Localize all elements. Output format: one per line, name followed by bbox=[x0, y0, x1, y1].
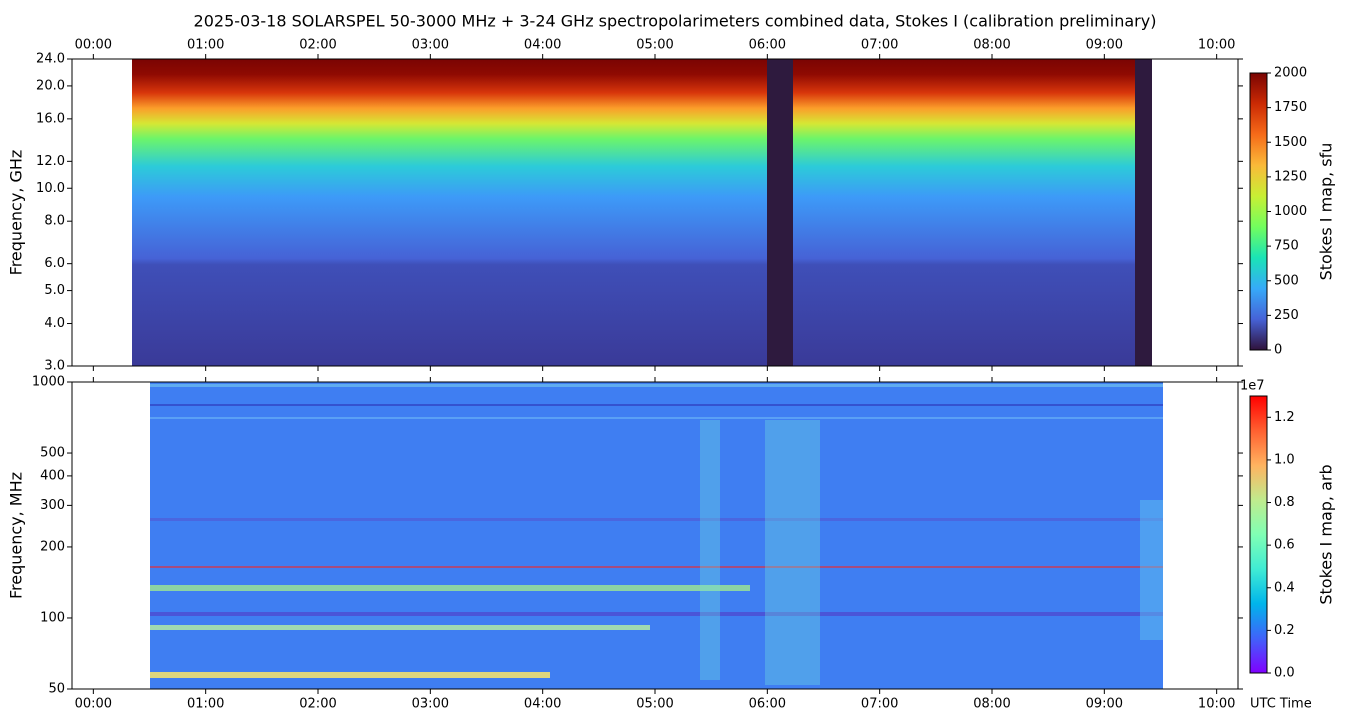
y-tick-label: 10.0 bbox=[36, 181, 65, 196]
y-tick-label: 200 bbox=[40, 539, 65, 554]
y-axis-label: Frequency, MHz bbox=[7, 472, 26, 599]
colorbar-offset: 1e7 bbox=[1240, 379, 1265, 394]
colorbar-tick-label: 0 bbox=[1274, 343, 1282, 358]
y-tick-label: 50 bbox=[48, 682, 65, 697]
y-tick-label: 500 bbox=[40, 446, 65, 461]
y-tick-label: 16.0 bbox=[36, 111, 65, 126]
y-tick-label: 1000 bbox=[32, 375, 65, 390]
x-tick-label: 01:00 bbox=[187, 697, 224, 712]
colorbar-tick-label: 1250 bbox=[1274, 169, 1307, 184]
colorbar bbox=[1249, 395, 1268, 674]
x-tick-label: 02:00 bbox=[299, 697, 336, 712]
spectrogram-image bbox=[150, 382, 1163, 689]
colorbar-tick-label: 750 bbox=[1274, 239, 1299, 254]
y-axis-label: Frequency, GHz bbox=[7, 150, 26, 276]
x-tick-label: 08:00 bbox=[973, 697, 1010, 712]
colorbar-tick-label: 1500 bbox=[1274, 135, 1307, 150]
x-tick-label: 04:00 bbox=[524, 38, 561, 53]
x-tick-label: 06:00 bbox=[749, 38, 786, 53]
x-tick-label: 08:00 bbox=[973, 38, 1010, 53]
spectrogram-image bbox=[132, 59, 1152, 366]
y-tick-label: 20.0 bbox=[36, 78, 65, 93]
x-tick-label: 03:00 bbox=[412, 38, 449, 53]
x-tick-label: 10:00 bbox=[1198, 38, 1235, 53]
colorbar-tick-label: 1.2 bbox=[1274, 410, 1295, 425]
y-tick-label: 8.0 bbox=[44, 214, 65, 229]
colorbar-tick-label: 2000 bbox=[1274, 66, 1307, 81]
y-tick-label: 400 bbox=[40, 468, 65, 483]
y-tick-label: 4.0 bbox=[44, 316, 65, 331]
x-tick-label: 02:00 bbox=[299, 38, 336, 53]
x-tick-label: 09:00 bbox=[1086, 697, 1123, 712]
x-tick-label: 09:00 bbox=[1086, 38, 1123, 53]
y-tick-label: 300 bbox=[40, 498, 65, 513]
colorbar-tick-label: 500 bbox=[1274, 273, 1299, 288]
y-tick-label: 24.0 bbox=[36, 52, 65, 67]
colorbar-tick-label: 0.6 bbox=[1274, 538, 1295, 553]
colorbar-tick-label: 250 bbox=[1274, 308, 1299, 323]
y-tick-label: 12.0 bbox=[36, 154, 65, 169]
colorbar-label: Stokes I map, arb bbox=[1317, 464, 1336, 604]
x-tick-label: 06:00 bbox=[749, 697, 786, 712]
x-tick-label: 00:00 bbox=[75, 38, 112, 53]
x-tick-label: 05:00 bbox=[636, 697, 673, 712]
x-axis-label: UTC Time bbox=[1250, 697, 1312, 712]
x-tick-label: 10:00 bbox=[1198, 697, 1235, 712]
y-tick-label: 5.0 bbox=[44, 283, 65, 298]
x-tick-label: 01:00 bbox=[187, 38, 224, 53]
colorbar-tick-label: 1750 bbox=[1274, 100, 1307, 115]
colorbar-tick-label: 0.8 bbox=[1274, 495, 1295, 510]
x-tick-label: 03:00 bbox=[412, 697, 449, 712]
colorbar-tick-label: 0.0 bbox=[1274, 666, 1295, 681]
colorbar-tick-label: 1000 bbox=[1274, 204, 1307, 219]
colorbar bbox=[1249, 72, 1268, 351]
colorbar-tick-label: 0.4 bbox=[1274, 580, 1295, 595]
y-tick-label: 6.0 bbox=[44, 256, 65, 271]
x-tick-label: 04:00 bbox=[524, 697, 561, 712]
chart-title: 2025-03-18 SOLARSPEL 50-3000 MHz + 3-24 … bbox=[194, 12, 1157, 31]
colorbar-tick-label: 1.0 bbox=[1274, 452, 1295, 467]
y-tick-label: 100 bbox=[40, 610, 65, 625]
y-tick-label: 3.0 bbox=[44, 359, 65, 374]
x-tick-label: 07:00 bbox=[861, 697, 898, 712]
colorbar-tick-label: 0.2 bbox=[1274, 623, 1295, 638]
x-tick-label: 00:00 bbox=[75, 697, 112, 712]
x-tick-label: 05:00 bbox=[636, 38, 673, 53]
colorbar-label: Stokes I map, sfu bbox=[1317, 143, 1336, 281]
x-tick-label: 07:00 bbox=[861, 38, 898, 53]
